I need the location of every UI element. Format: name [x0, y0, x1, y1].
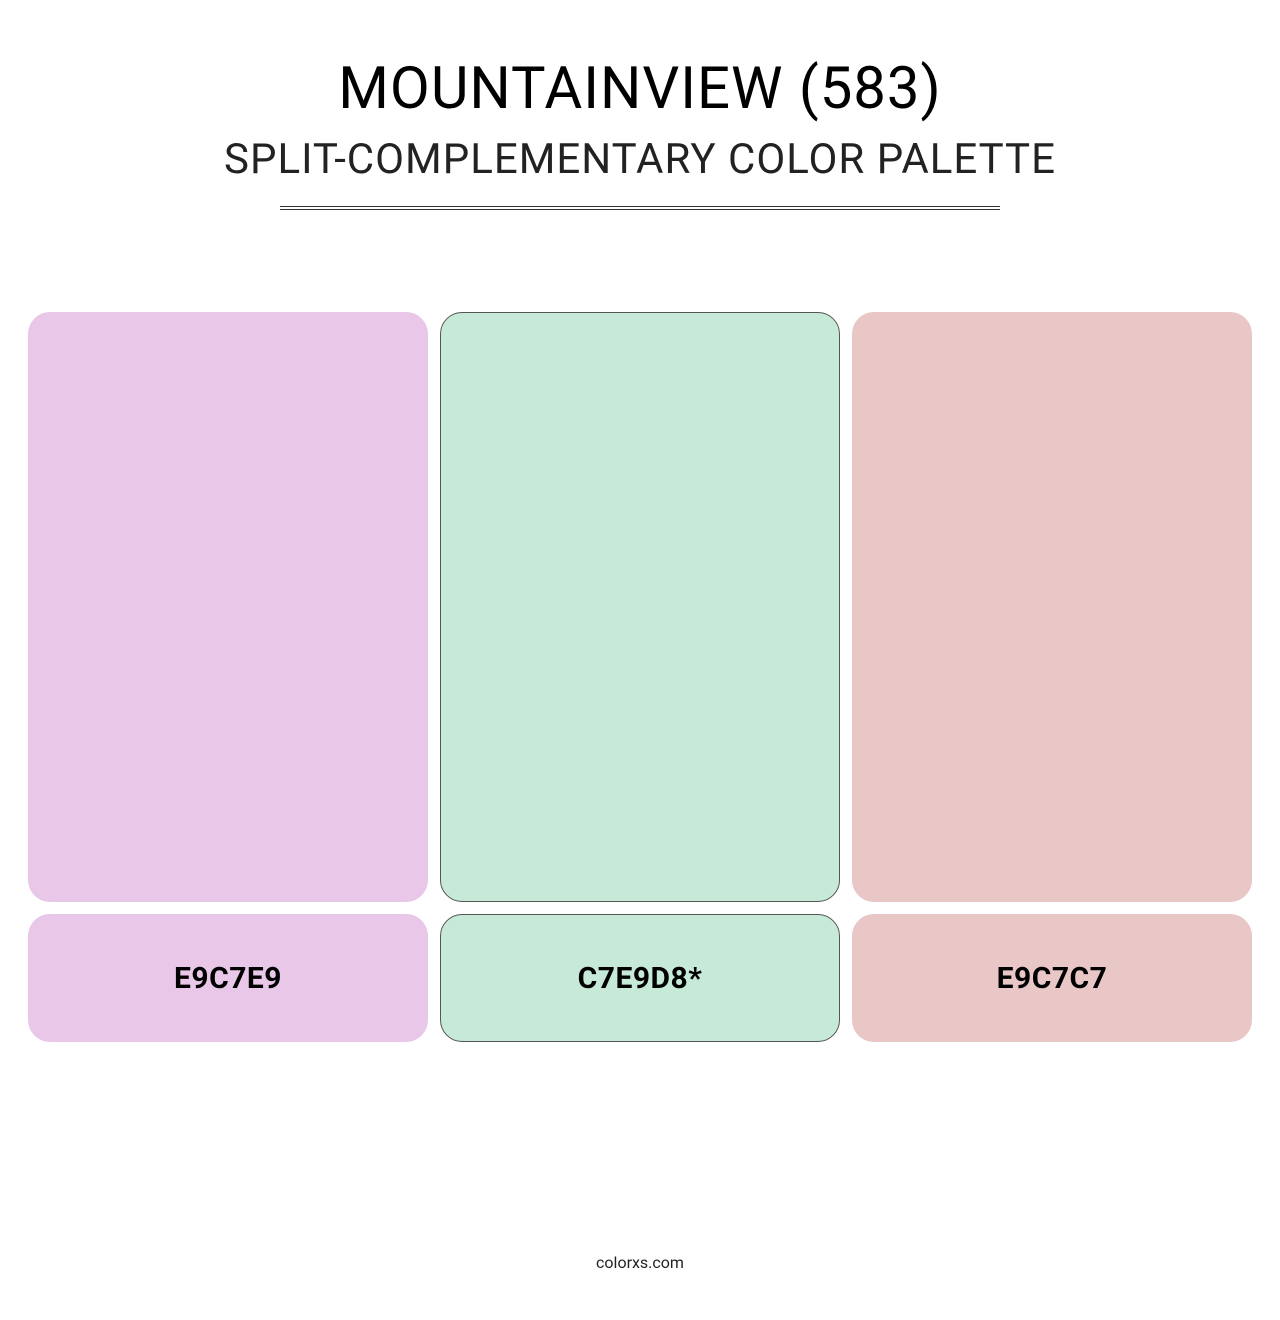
page-title: MOUNTAINVIEW (583)	[0, 55, 1280, 123]
page-subtitle: SPLIT-COMPLEMENTARY COLOR PALETTE	[0, 135, 1280, 184]
header: MOUNTAINVIEW (583) SPLIT-COMPLEMENTARY C…	[0, 0, 1280, 210]
swatch-small: E9C7E9	[28, 914, 428, 1042]
palette: E9C7E9 C7E9D8* E9C7C7	[0, 312, 1280, 1042]
footer-text: colorxs.com	[596, 1253, 684, 1272]
swatch-large	[28, 312, 428, 902]
hex-label: E9C7E9	[174, 961, 282, 996]
swatch-large	[440, 312, 840, 902]
palette-col: C7E9D8*	[440, 312, 840, 1042]
hex-label: E9C7C7	[997, 961, 1108, 996]
palette-col: E9C7C7	[852, 312, 1252, 1042]
footer: colorxs.com	[0, 1253, 1280, 1272]
palette-col: E9C7E9	[28, 312, 428, 1042]
swatch-large	[852, 312, 1252, 902]
hex-label: C7E9D8*	[578, 961, 703, 996]
swatch-small: E9C7C7	[852, 914, 1252, 1042]
swatch-small: C7E9D8*	[440, 914, 840, 1042]
divider	[280, 206, 1000, 210]
